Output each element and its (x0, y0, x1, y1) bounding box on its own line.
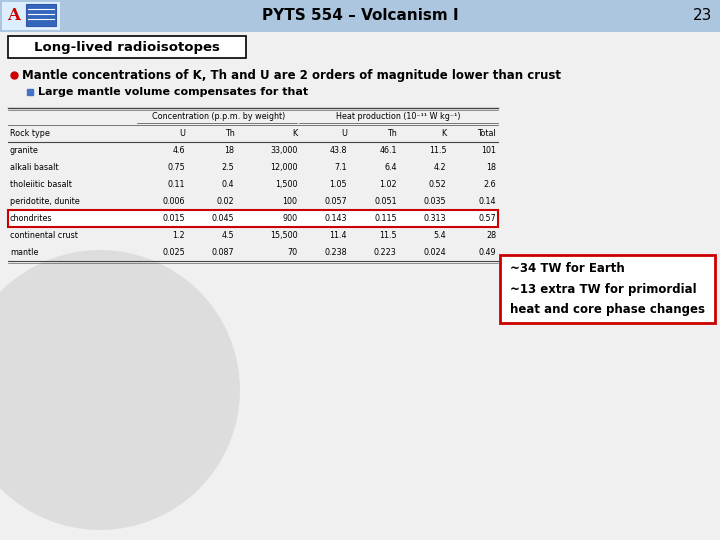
Text: 43.8: 43.8 (330, 146, 347, 155)
Text: 0.057: 0.057 (324, 197, 347, 206)
Text: 2.6: 2.6 (483, 180, 496, 189)
Text: 11.4: 11.4 (330, 231, 347, 240)
Text: 0.75: 0.75 (167, 163, 185, 172)
Text: 0.4: 0.4 (222, 180, 235, 189)
Text: chondrites: chondrites (10, 214, 53, 223)
Text: granite: granite (10, 146, 39, 155)
Text: 900: 900 (282, 214, 297, 223)
Text: 1.05: 1.05 (329, 180, 347, 189)
Text: PYTS 554 – Volcanism I: PYTS 554 – Volcanism I (261, 9, 459, 24)
Text: 0.051: 0.051 (374, 197, 397, 206)
Text: Long-lived radioisotopes: Long-lived radioisotopes (34, 40, 220, 53)
Text: mantle: mantle (10, 248, 38, 257)
Text: 0.045: 0.045 (212, 214, 235, 223)
Text: U: U (341, 129, 347, 138)
Text: 0.087: 0.087 (212, 248, 235, 257)
Text: 18: 18 (486, 163, 496, 172)
Bar (8, 210, 498, 227)
Text: Large mantle volume compensates for that: Large mantle volume compensates for that (38, 87, 308, 97)
Text: 0.238: 0.238 (325, 248, 347, 257)
Ellipse shape (0, 250, 240, 530)
Text: 15,500: 15,500 (270, 231, 297, 240)
Text: 1.2: 1.2 (172, 231, 185, 240)
Text: Rock type: Rock type (10, 129, 50, 138)
Text: 11.5: 11.5 (428, 146, 446, 155)
Bar (2, 2, 60, 30)
Text: 4.5: 4.5 (222, 231, 235, 240)
Text: 0.52: 0.52 (428, 180, 446, 189)
Text: alkali basalt: alkali basalt (10, 163, 58, 172)
Bar (0, 0, 720, 32)
Text: 0.11: 0.11 (167, 180, 185, 189)
Text: continental crust: continental crust (10, 231, 78, 240)
Text: 0.115: 0.115 (374, 214, 397, 223)
Text: 0.223: 0.223 (374, 248, 397, 257)
Bar (500, 255, 715, 323)
Text: 0.14: 0.14 (479, 197, 496, 206)
Text: 0.015: 0.015 (162, 214, 185, 223)
Text: Concentration (p.p.m. by weight): Concentration (p.p.m. by weight) (152, 112, 285, 121)
Text: 0.006: 0.006 (162, 197, 185, 206)
Text: 6.4: 6.4 (384, 163, 397, 172)
Text: 0.025: 0.025 (162, 248, 185, 257)
Text: 100: 100 (282, 197, 297, 206)
Text: 0.143: 0.143 (325, 214, 347, 223)
Text: Th: Th (225, 129, 235, 138)
Text: Total: Total (477, 129, 496, 138)
Text: peridotite, dunite: peridotite, dunite (10, 197, 80, 206)
Text: 0.313: 0.313 (424, 214, 446, 223)
Text: 46.1: 46.1 (379, 146, 397, 155)
Text: 0.035: 0.035 (423, 197, 446, 206)
Text: 0.57: 0.57 (478, 214, 496, 223)
Text: 5.4: 5.4 (433, 231, 446, 240)
Text: Th: Th (387, 129, 397, 138)
Text: 12,000: 12,000 (270, 163, 297, 172)
Text: ~34 TW for Earth
~13 extra TW for primordial
heat and core phase changes: ~34 TW for Earth ~13 extra TW for primor… (510, 262, 705, 315)
Text: 4.2: 4.2 (433, 163, 446, 172)
Text: tholeiitic basalt: tholeiitic basalt (10, 180, 72, 189)
Text: 0.02: 0.02 (217, 197, 235, 206)
Text: 28: 28 (486, 231, 496, 240)
Bar (26, 4, 56, 26)
Text: 0.024: 0.024 (423, 248, 446, 257)
Text: K: K (441, 129, 446, 138)
Text: 11.5: 11.5 (379, 231, 397, 240)
Text: 101: 101 (481, 146, 496, 155)
Text: 18: 18 (225, 146, 235, 155)
Text: A: A (7, 8, 20, 24)
Text: 23: 23 (693, 9, 712, 24)
Text: Heat production (10⁻¹¹ W kg⁻¹): Heat production (10⁻¹¹ W kg⁻¹) (336, 112, 461, 121)
Bar (8, 36, 246, 58)
Text: 2.5: 2.5 (222, 163, 235, 172)
Text: 33,000: 33,000 (270, 146, 297, 155)
Text: Mantle concentrations of K, Th and U are 2 orders of magnitude lower than crust: Mantle concentrations of K, Th and U are… (22, 69, 561, 82)
Text: 7.1: 7.1 (334, 163, 347, 172)
Text: 0.49: 0.49 (478, 248, 496, 257)
Text: U: U (179, 129, 185, 138)
Text: 1,500: 1,500 (275, 180, 297, 189)
Text: K: K (292, 129, 297, 138)
Text: 1.02: 1.02 (379, 180, 397, 189)
Text: 70: 70 (287, 248, 297, 257)
Text: 4.6: 4.6 (172, 146, 185, 155)
